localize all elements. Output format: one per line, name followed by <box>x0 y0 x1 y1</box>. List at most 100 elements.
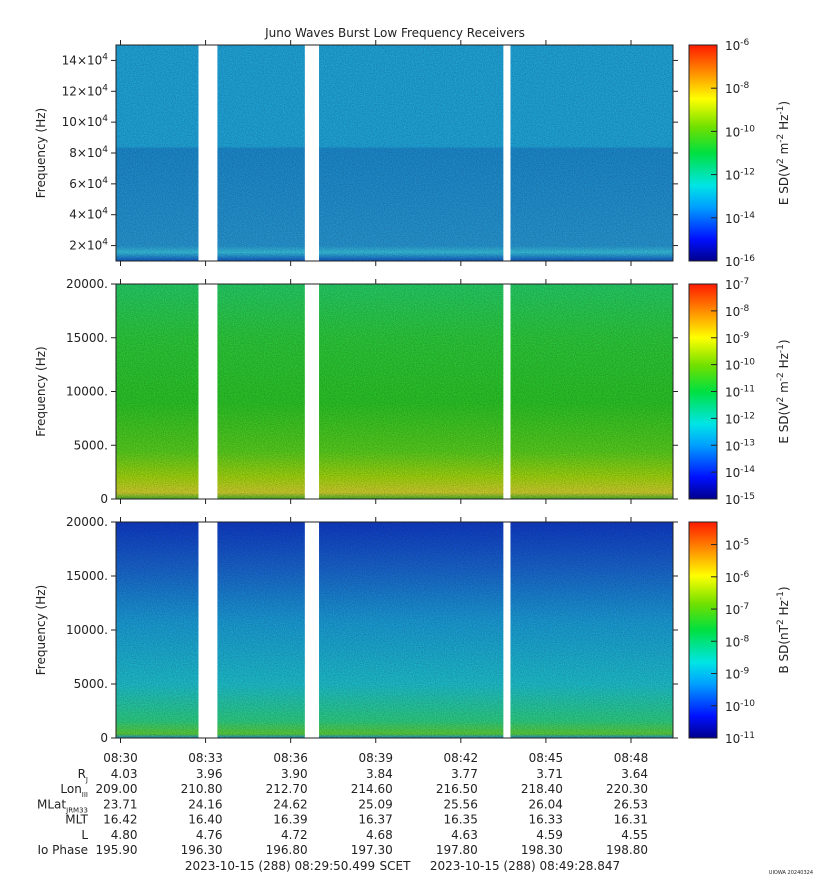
chart-title: Juno Waves Burst Low Frequency Receivers <box>264 26 525 40</box>
y-axis-label: Frequency (Hz) <box>34 585 48 676</box>
data-gap <box>198 44 218 262</box>
ephemeris-value: 25.56 <box>443 797 477 811</box>
ephemeris-value: 218.40 <box>521 782 563 796</box>
ephemeris-value: 197.80 <box>436 843 478 857</box>
ephemeris-value: 3.84 <box>366 767 393 781</box>
colorbar-tick-label: 10-7 <box>725 277 749 292</box>
colorbar-tick-label: 10-8 <box>725 634 750 649</box>
colorbar-label: B SD(nT2 Hz-1) <box>776 586 791 673</box>
ephemeris-value: 216.50 <box>436 782 478 796</box>
colorbar-tick-label: 10-12 <box>725 168 755 183</box>
ephemeris-row-sub: III <box>82 791 88 799</box>
colorbar-tick-label: 10-8 <box>725 81 750 96</box>
ephemeris-row-label: MLT <box>65 813 88 827</box>
y-tick-label: 5000. <box>74 677 108 691</box>
colorbar-label: E SD(V2 m-2 Hz-1) <box>776 339 791 443</box>
colorbar-tick-label: 10-15 <box>725 492 755 507</box>
ephemeris-value: 220.30 <box>606 782 648 796</box>
ephemeris-row-label: LonIII <box>60 782 88 799</box>
data-gap <box>198 283 218 500</box>
colorbar-tick-label: 10-14 <box>725 465 755 480</box>
data-gap <box>503 44 511 262</box>
ephemeris-value: 3.64 <box>621 767 648 781</box>
colorbar-tick-label: 10-8 <box>725 304 750 319</box>
ephemeris-value: 4.80 <box>111 828 138 842</box>
y-tick-label: 10×104 <box>62 114 109 129</box>
ephemeris-value: 16.40 <box>188 813 222 827</box>
ephemeris-value: 196.80 <box>266 843 308 857</box>
ephemeris-value: 195.90 <box>95 843 137 857</box>
colorbar-tick-label: 10-7 <box>725 602 749 617</box>
ephemeris-value: 24.62 <box>273 797 307 811</box>
y-tick-label: 6×104 <box>69 176 108 191</box>
colorbar <box>689 522 717 738</box>
spectrogram-panel-3: 0 5000. 10000. 15000. 20000. Frequency (Hz) 10… <box>34 515 791 746</box>
ephemeris-value: 16.39 <box>273 813 307 827</box>
spectrogram-panel-2: 0 5000. 10000. 15000. 20000. Frequency (Hz) 10… <box>34 277 791 507</box>
time-range-end: 2023-10-15 (288) 08:49:28.847 <box>430 859 620 873</box>
time-range-start: 2023-10-15 (288) 08:29:50.499 <box>185 859 375 873</box>
ephemeris-value: 4.59 <box>536 828 563 842</box>
ephemeris-value: 26.53 <box>614 797 648 811</box>
ephemeris-row-sub: JRM33 <box>65 806 88 814</box>
y-axis-label: Frequency (Hz) <box>34 108 48 199</box>
colorbar-tick-label: 10-6 <box>725 570 750 585</box>
ephemeris-value: 25.09 <box>358 797 392 811</box>
ephemeris-value: 3.96 <box>196 767 223 781</box>
y-tick-label: 14×104 <box>62 52 109 67</box>
ephemeris-value: 4.76 <box>196 828 223 842</box>
ephemeris-value: 3.77 <box>451 767 478 781</box>
y-tick-label: 10000. <box>66 385 108 399</box>
y-tick-label: 20000. <box>66 515 108 529</box>
data-gap <box>304 521 320 739</box>
ephemeris-row-label: MLatJRM33 <box>37 797 88 814</box>
ephemeris-value: 16.35 <box>443 813 477 827</box>
y-tick-label: 8×104 <box>69 145 108 160</box>
ephemeris-value: 196.30 <box>181 843 223 857</box>
ephemeris-value: 3.71 <box>536 767 563 781</box>
x-tick-label: 08:48 <box>614 751 649 765</box>
ephemeris-value: 4.63 <box>451 828 478 842</box>
ephemeris-value: 16.42 <box>103 813 137 827</box>
ephemeris-value: 198.30 <box>521 843 563 857</box>
y-tick-label: 4×104 <box>69 207 108 222</box>
y-tick-label: 10000. <box>66 623 108 637</box>
ephemeris-row-label: L <box>81 828 88 842</box>
colorbar-tick-label: 10-11 <box>725 731 755 746</box>
y-tick-label: 15000. <box>66 331 108 345</box>
colorbar-frame <box>688 521 718 739</box>
colorbar-tick-label: 10-9 <box>725 667 750 682</box>
ephemeris-value: 212.70 <box>266 782 308 796</box>
ephemeris-value: 23.71 <box>103 797 137 811</box>
colorbar-tick-label: 10-16 <box>725 254 755 269</box>
x-tick-label: 08:42 <box>444 751 479 765</box>
data-gap <box>304 283 320 500</box>
ephemeris-value: 24.16 <box>188 797 222 811</box>
ephemeris-value: 210.80 <box>181 782 223 796</box>
colorbar-tick-label: 10-5 <box>725 538 749 553</box>
y-axis-label: Frequency (Hz) <box>34 346 48 437</box>
ephemeris-row-label: Io Phase <box>37 843 88 857</box>
credit-label: UIOWA 20240324 <box>769 870 813 876</box>
ephemeris-value: 197.30 <box>351 843 393 857</box>
y-tick-label: 2×104 <box>69 238 108 253</box>
x-tick-label: 08:33 <box>188 751 223 765</box>
time-range-frame: SCET <box>380 859 412 873</box>
data-gap <box>503 521 511 739</box>
y-tick-label: 12×104 <box>62 83 109 98</box>
ephemeris-value: 4.68 <box>366 828 393 842</box>
colorbar-tick-label: 10-9 <box>725 331 750 346</box>
colorbar-tick-label: 10-10 <box>725 699 755 714</box>
colorbar-tick-label: 10-10 <box>725 124 755 139</box>
ephemeris-value: 214.60 <box>351 782 393 796</box>
colorbar <box>689 45 717 261</box>
colorbar-tick-label: 10-12 <box>725 411 755 426</box>
ephemeris-value: 3.90 <box>281 767 308 781</box>
colorbar-tick-label: 10-10 <box>725 358 755 373</box>
ephemeris-value: 4.55 <box>621 828 648 842</box>
data-gap <box>503 283 511 500</box>
ephemeris-value: 16.31 <box>614 813 648 827</box>
ephemeris-value: 26.04 <box>529 797 563 811</box>
colorbar-frame <box>688 44 718 262</box>
